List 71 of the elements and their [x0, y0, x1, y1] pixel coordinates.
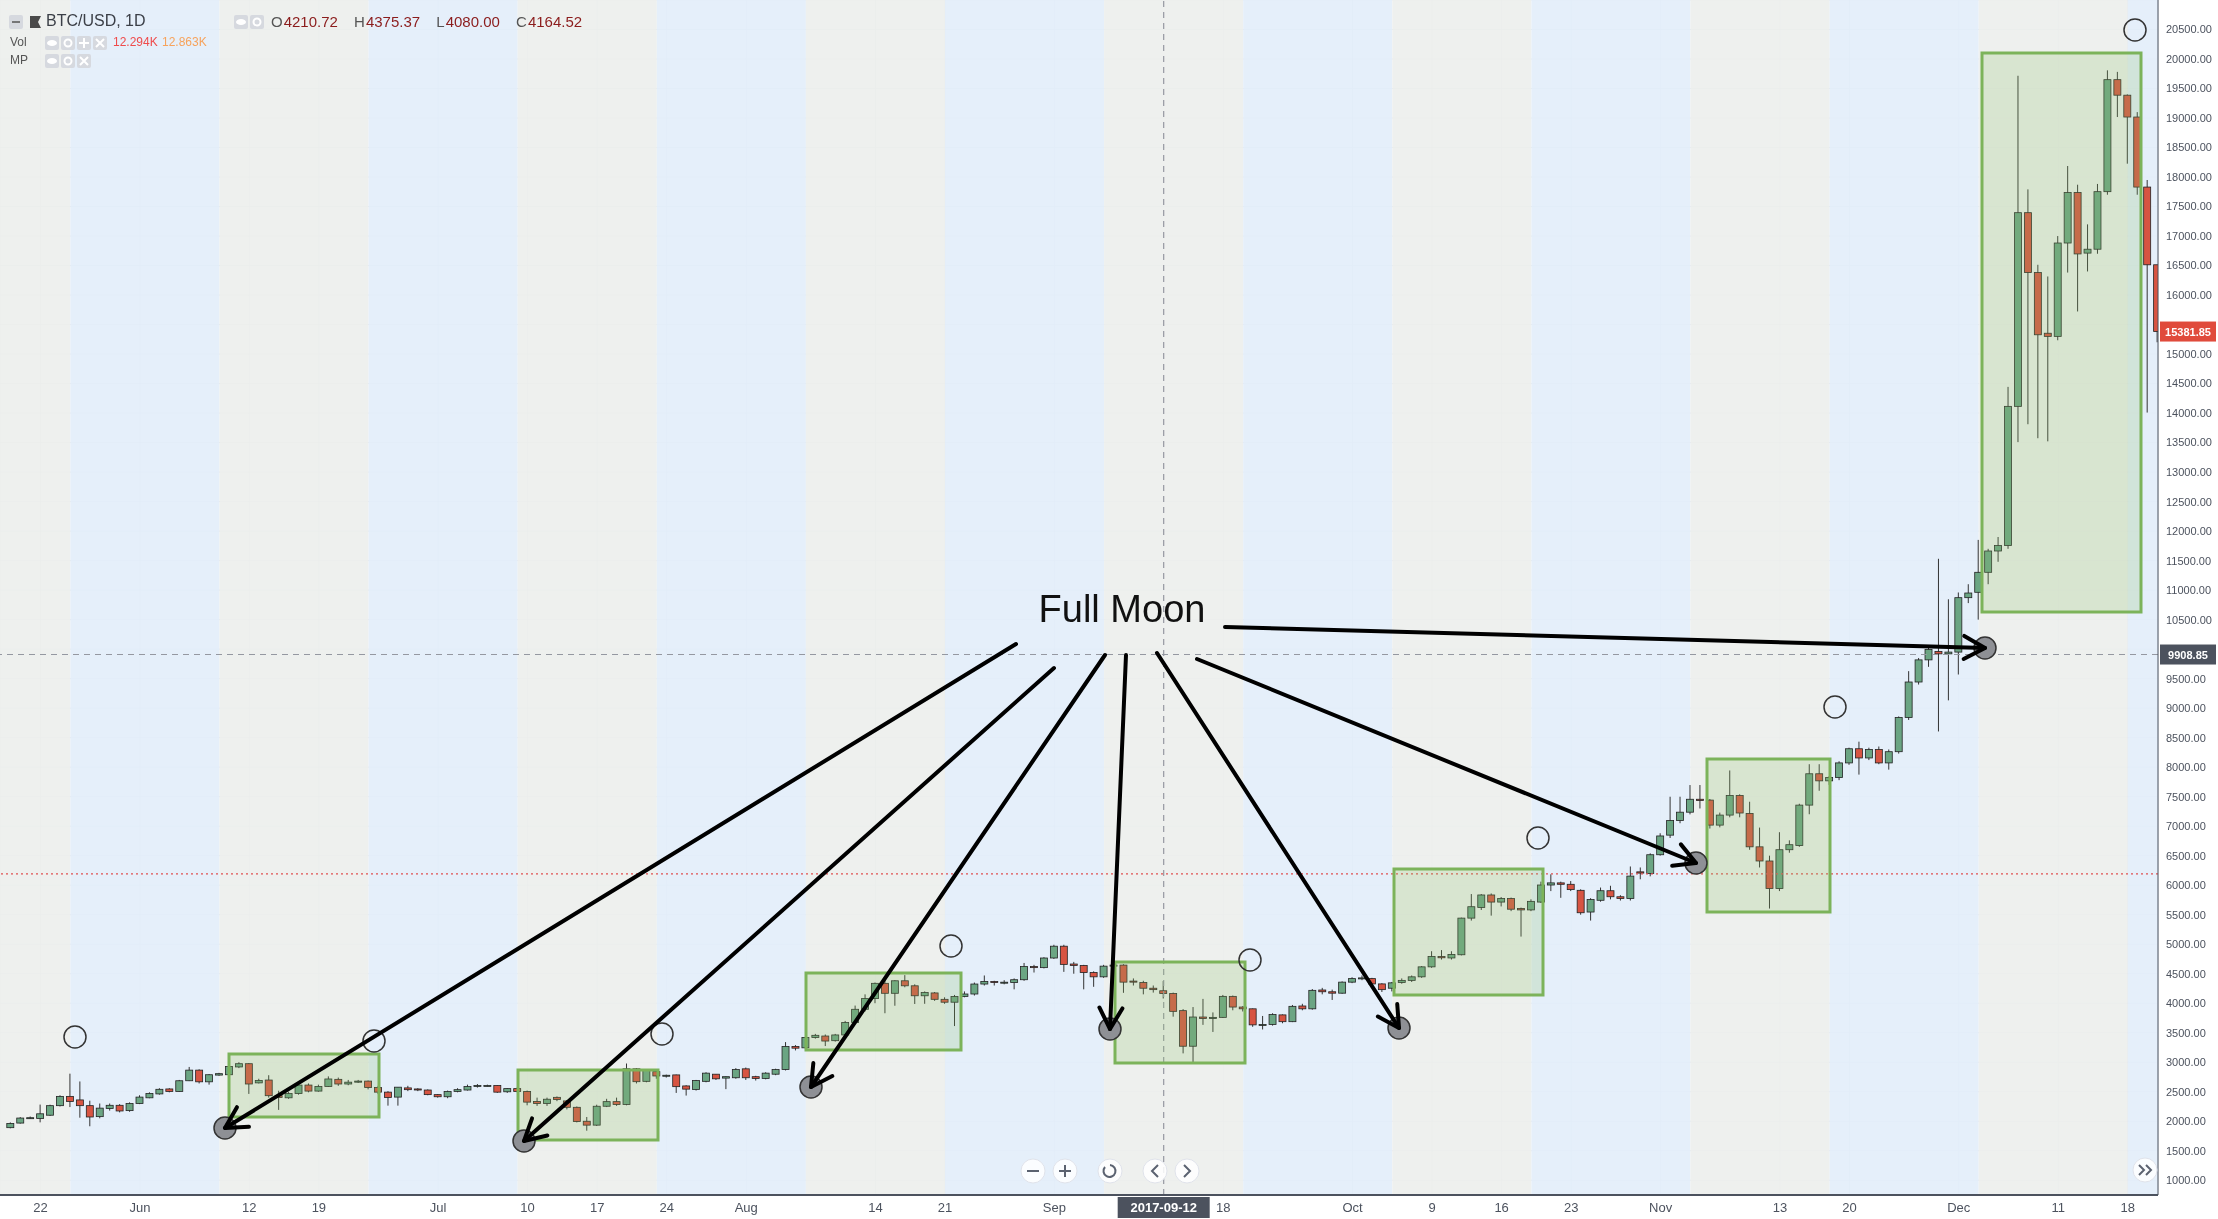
y-tick-label: 8000.00: [2166, 761, 2206, 774]
y-tick-label: 1000.00: [2166, 1174, 2206, 1187]
y-tick-label: 11500.00: [2166, 554, 2212, 567]
y-tick-label: 18000.00: [2166, 170, 2212, 183]
text: O4210.72 H4375.37 L4080.00 C4164.52: [271, 13, 583, 30]
annotation: MP: [10, 53, 28, 67]
annotation: 12.294K: [113, 35, 158, 49]
x-tick-label: 18: [1216, 1200, 1231, 1216]
x-tick-label: 21: [937, 1200, 953, 1216]
y-tick-label: 7500.00: [2166, 790, 2206, 803]
text: BTC/USD, 1D: [46, 12, 146, 29]
y-tick-label: 1500.00: [2166, 1144, 2206, 1157]
y-tick-label: 2500.00: [2166, 1085, 2206, 1098]
x-tick-label: 24: [659, 1200, 674, 1216]
y-tick-label: 6500.00: [2166, 849, 2206, 862]
y-tick-label: 20500.00: [2166, 23, 2212, 36]
y-tick-label: 8500.00: [2166, 731, 2206, 744]
x-tick-label: 19: [311, 1200, 327, 1216]
x-tick-label: Sep: [1042, 1200, 1066, 1216]
y-tick-label: 14000.00: [2166, 406, 2212, 419]
y-tick-label: 12500.00: [2166, 495, 2212, 508]
y-tick-label: 13000.00: [2166, 466, 2212, 478]
y-tick-label: 19000.00: [2166, 111, 2212, 124]
y-tick-label: 6000.00: [2166, 879, 2206, 892]
y-tick-label: 14500.00: [2166, 377, 2212, 390]
y-tick-label: 9500.00: [2166, 672, 2206, 685]
annotation: 15381.85: [2165, 325, 2211, 338]
y-tick-label: 7000.00: [2166, 820, 2206, 833]
x-tick-label: 20: [1842, 1200, 1857, 1216]
y-tick-label: 13500.00: [2166, 436, 2212, 449]
y-tick-label: 4500.00: [2166, 967, 2206, 980]
y-tick-label: 5500.00: [2166, 908, 2206, 921]
x-tick-label: 22: [33, 1200, 48, 1216]
x-tick-label: 14: [868, 1200, 883, 1216]
x-tick-label: Nov: [1649, 1200, 1673, 1216]
y-tick-label: 11000.00: [2166, 584, 2212, 597]
y-tick-label: 16000.00: [2166, 288, 2212, 301]
y-tick-label: 17500.00: [2166, 200, 2212, 213]
x-tick-label: Dec: [1947, 1200, 1971, 1216]
y-tick-label: 3500.00: [2166, 1026, 2206, 1039]
x-tick-label: 16: [1494, 1200, 1509, 1216]
ref-line-label: 9908.85: [2168, 648, 2208, 661]
x-tick-label: 11: [2051, 1200, 2065, 1216]
y-tick-label: 20000.00: [2166, 52, 2212, 65]
y-tick-label: 19500.00: [2166, 82, 2212, 95]
y-tick-label: 2000.00: [2166, 1115, 2206, 1128]
x-tick-label: 12: [242, 1200, 257, 1216]
y-tick-label: 9000.00: [2166, 702, 2206, 715]
y-tick-label: 5000.00: [2166, 938, 2206, 951]
x-tick-label: 10: [520, 1200, 535, 1216]
x-tick-label: Jun: [129, 1200, 151, 1216]
x-tick-label: Jul: [429, 1200, 447, 1216]
y-tick-label: 18500.00: [2166, 141, 2212, 154]
x-tick-label: 17: [589, 1200, 605, 1216]
y-tick-label: 3000.00: [2166, 1056, 2206, 1069]
y-tick-label: 12000.00: [2166, 525, 2212, 538]
annotation: Vol: [10, 35, 27, 49]
x-tick-label: 9: [1428, 1200, 1436, 1216]
annotation: Full Moon: [1038, 588, 1206, 630]
y-tick-label: 15000.00: [2166, 347, 2212, 360]
x-tick-label: 18: [2120, 1200, 2135, 1216]
x-tick-label: 13: [1772, 1200, 1788, 1216]
y-tick-label: 10500.00: [2166, 613, 2212, 626]
x-tick-label: Oct: [1342, 1200, 1364, 1216]
y-tick-label: 16500.00: [2166, 259, 2212, 272]
y-tick-label: 4000.00: [2166, 997, 2206, 1010]
y-tick-label: 17000.00: [2166, 229, 2212, 242]
annotation: 12.863K: [162, 35, 207, 49]
x-tick-label: 23: [1563, 1200, 1579, 1216]
x-tick-label: Aug: [734, 1200, 758, 1216]
ref-line-label: 2017-09-12: [1130, 1200, 1197, 1215]
